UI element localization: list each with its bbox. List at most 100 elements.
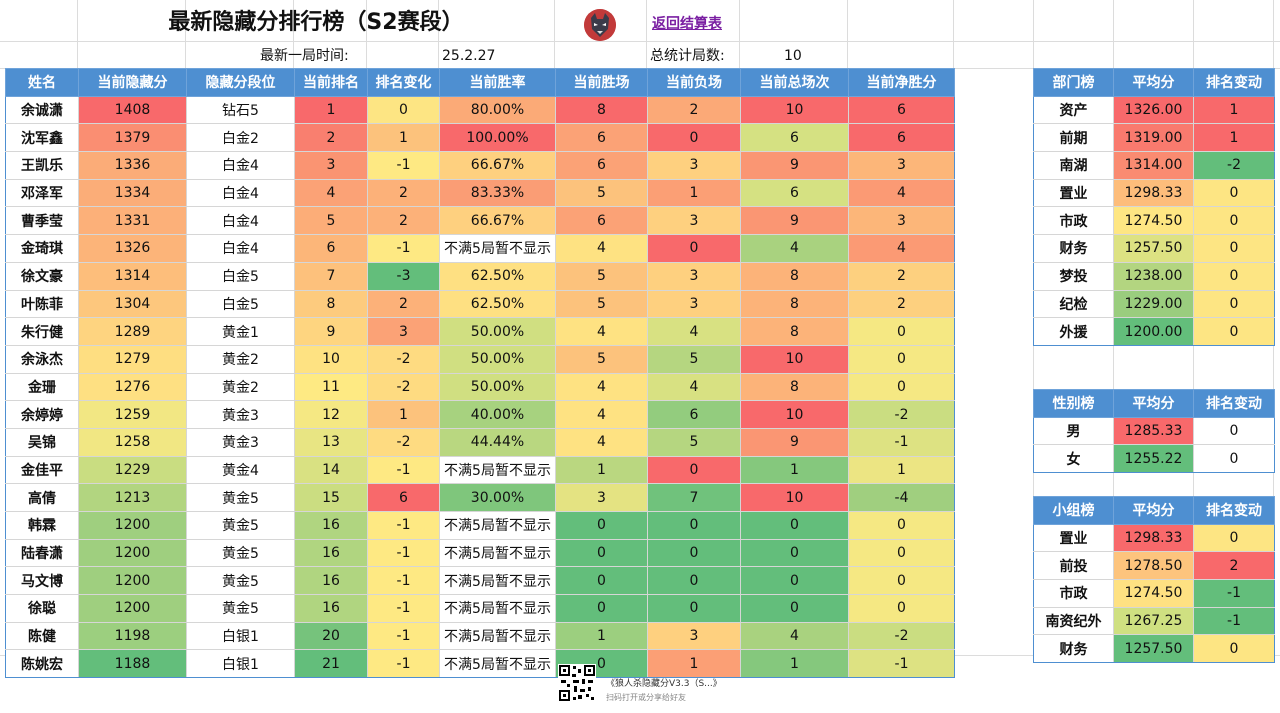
row-label-cell: 南资纪外 xyxy=(1033,606,1114,636)
table-cell: 不满5局暂不显示 xyxy=(439,594,556,623)
table-cell: 黄金3 xyxy=(186,427,295,457)
player-row: 曹季莹 1331 白金4 5 2 66.67% 6 3 9 3 xyxy=(5,206,955,236)
table-cell: 不满5局暂不显示 xyxy=(439,511,556,540)
table-cell: 1274.50 xyxy=(1113,206,1194,236)
table-cell: 4 xyxy=(848,234,955,263)
table-cell: 0 xyxy=(647,594,741,623)
table-cell: 1298.33 xyxy=(1113,178,1194,208)
ranking-table: 姓名 当前隐藏分 隐藏分段位 当前排名 排名变化 当前胜率 当前胜场 当前负场 当前总场次 当前净… xyxy=(5,68,955,679)
table-cell: 0 xyxy=(740,538,849,568)
player-row: 金琦琪 1326 白金4 6 -1 不满5局暂不显示 4 0 4 4 xyxy=(5,234,955,263)
table-cell: -1 xyxy=(367,234,440,263)
table-cell: 0 xyxy=(647,538,741,568)
table-cell: 0 xyxy=(555,649,648,679)
table-cell: 1258 xyxy=(78,427,187,457)
row-label-cell: 吴锦 xyxy=(5,427,79,457)
player-row: 叶陈菲 1304 白金5 8 2 62.50% 5 3 8 2 xyxy=(5,289,955,319)
table-cell: 白银1 xyxy=(186,621,295,651)
column-header: 排名变化 xyxy=(367,68,440,97)
table-cell: 1229.00 xyxy=(1113,289,1194,319)
total-games-value: 10 xyxy=(784,48,802,64)
table-cell: 1408 xyxy=(78,95,187,125)
table-cell: 白金4 xyxy=(186,178,295,208)
table-cell: 不满5局暂不显示 xyxy=(439,455,556,485)
table-cell: 8 xyxy=(740,261,849,291)
table-cell: -3 xyxy=(367,261,440,291)
table-cell: 4 xyxy=(647,317,741,346)
gender-row: 男 1285.33 0 xyxy=(1033,416,1275,446)
table-cell: 5 xyxy=(647,344,741,374)
table-cell: 1 xyxy=(367,400,440,429)
row-label-cell: 徐聪 xyxy=(5,594,79,623)
table-cell: 12 xyxy=(294,400,368,429)
player-row: 陆春潇 1200 黄金5 16 -1 不满5局暂不显示 0 0 0 0 xyxy=(5,538,955,568)
table-cell: 0 xyxy=(647,123,741,153)
group-row: 南资纪外 1267.25 -1 xyxy=(1033,606,1275,636)
row-label-cell: 金珊 xyxy=(5,372,79,402)
table-cell: 6 xyxy=(367,483,440,512)
table-cell: 4 xyxy=(740,234,849,263)
column-header: 当前隐藏分 xyxy=(78,68,187,97)
row-label-cell: 资产 xyxy=(1033,95,1114,125)
table-cell: -1 xyxy=(1193,606,1275,636)
table-cell: 6 xyxy=(740,178,849,208)
table-cell: 黄金2 xyxy=(186,372,295,402)
row-label-cell: 南湖 xyxy=(1033,151,1114,180)
table-cell: 0 xyxy=(848,344,955,374)
table-cell: 0 xyxy=(848,317,955,346)
row-label-cell: 梦投 xyxy=(1033,261,1114,291)
table-cell: 不满5局暂不显示 xyxy=(439,538,556,568)
table-cell: 不满5局暂不显示 xyxy=(439,566,556,596)
table-cell: 4 xyxy=(555,234,648,263)
table-cell: 1334 xyxy=(78,178,187,208)
row-label-cell: 男 xyxy=(1033,416,1114,446)
table-cell: 4 xyxy=(848,178,955,208)
player-row: 吴锦 1258 黄金3 13 -2 44.44% 4 5 9 -1 xyxy=(5,427,955,457)
table-cell: 1 xyxy=(1193,123,1275,153)
column-header: 排名变动 xyxy=(1193,389,1275,418)
table-cell: 不满5局暂不显示 xyxy=(439,234,556,263)
player-row: 朱行健 1289 黄金1 9 3 50.00% 4 4 8 0 xyxy=(5,317,955,346)
back-to-settlement-link[interactable]: 返回结算表 xyxy=(652,16,722,32)
table-cell: 1326.00 xyxy=(1113,95,1194,125)
table-cell: 黄金5 xyxy=(186,594,295,623)
table-cell: 黄金5 xyxy=(186,566,295,596)
table-cell: 16 xyxy=(294,594,368,623)
table-cell: 1 xyxy=(848,455,955,485)
table-cell: 0 xyxy=(848,538,955,568)
table-cell: 4 xyxy=(294,178,368,208)
column-header: 隐藏分段位 xyxy=(186,68,295,97)
table-cell: 8 xyxy=(740,372,849,402)
last-game-value: 25.2.27 xyxy=(442,48,496,64)
table-cell: 0 xyxy=(555,511,648,540)
table-cell: 13 xyxy=(294,427,368,457)
department-row: 纪检 1229.00 0 xyxy=(1033,289,1275,319)
table-cell: 9 xyxy=(294,317,368,346)
column-header: 姓名 xyxy=(5,68,79,97)
table-cell: 0 xyxy=(555,594,648,623)
row-label-cell: 陈健 xyxy=(5,621,79,651)
table-cell: 白金2 xyxy=(186,123,295,153)
table-cell: 6 xyxy=(555,206,648,236)
player-row: 徐聪 1200 黄金5 16 -1 不满5局暂不显示 0 0 0 0 xyxy=(5,594,955,623)
qr-code-icon[interactable] xyxy=(558,664,596,702)
table-cell: -1 xyxy=(367,566,440,596)
table-cell: -1 xyxy=(367,538,440,568)
group-row: 市政 1274.50 -1 xyxy=(1033,579,1275,608)
table-cell: 8 xyxy=(740,289,849,319)
row-label-cell: 市政 xyxy=(1033,579,1114,608)
table-cell: 黄金5 xyxy=(186,538,295,568)
table-cell: 10 xyxy=(740,483,849,512)
table-cell: 66.67% xyxy=(439,206,556,236)
table-cell: 0 xyxy=(1193,317,1275,346)
row-label-cell: 沈军鑫 xyxy=(5,123,79,153)
table-cell: 8 xyxy=(740,317,849,346)
table-cell: 0 xyxy=(848,566,955,596)
table-cell: -1 xyxy=(848,427,955,457)
table-cell: 4 xyxy=(555,400,648,429)
player-row: 金珊 1276 黄金2 11 -2 50.00% 4 4 8 0 xyxy=(5,372,955,402)
table-cell: 1 xyxy=(294,95,368,125)
table-cell: 1 xyxy=(1193,95,1275,125)
table-cell: 4 xyxy=(555,317,648,346)
table-cell: 1229 xyxy=(78,455,187,485)
